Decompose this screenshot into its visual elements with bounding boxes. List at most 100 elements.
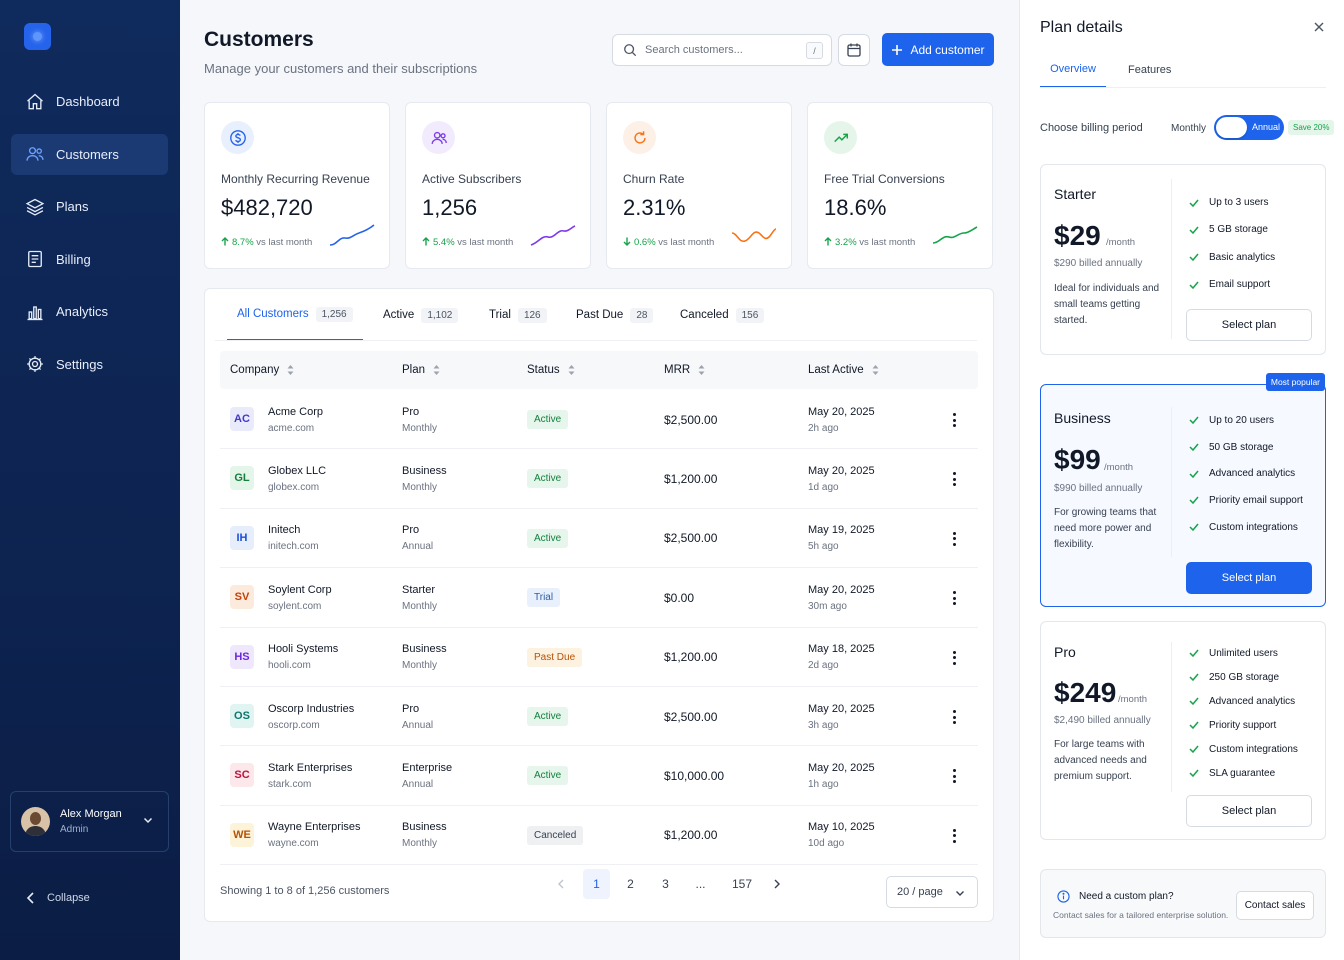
page-size-value: 20 / page — [897, 886, 943, 898]
panel-tabs-divider — [1040, 87, 1326, 88]
select-plan-button[interactable]: Select plan — [1186, 562, 1312, 594]
table-row[interactable]: WE Wayne Enterprises wayne.com Business Mont… — [220, 806, 978, 866]
prev-page-button[interactable] — [553, 869, 569, 899]
tab-canceled[interactable]: Canceled 156 — [680, 289, 765, 341]
close-icon[interactable] — [1313, 21, 1325, 33]
company-cell: Wayne Enterprises wayne.com — [268, 806, 361, 865]
billing-period-toggle[interactable]: Annual — [1214, 115, 1284, 140]
row-actions-menu-icon[interactable] — [947, 768, 961, 784]
table-row[interactable]: SC Stark Enterprises stark.com Enterprise An… — [220, 746, 978, 806]
search-input[interactable] — [645, 44, 795, 56]
plan-cell: Starter Monthly — [402, 568, 437, 627]
status-badge: Past Due — [527, 647, 583, 667]
plus-icon — [892, 44, 903, 55]
company-name[interactable]: Oscorp Industries — [268, 702, 355, 715]
user-menu[interactable]: Alex Morgan Admin — [10, 791, 169, 852]
check-icon — [1189, 745, 1199, 753]
date-filter-button[interactable] — [838, 34, 870, 66]
company-name[interactable]: Hooli Systems — [268, 643, 339, 656]
row-actions-menu-icon[interactable] — [947, 709, 961, 725]
row-actions-menu-icon[interactable] — [947, 650, 961, 666]
company-name[interactable]: Stark Enterprises — [268, 761, 353, 774]
page-title: Customers — [204, 28, 314, 51]
collapse-button[interactable]: Collapse — [25, 891, 90, 905]
table-row[interactable]: HS Hooli Systems hooli.com Business Monthly P… — [220, 628, 978, 687]
mrr-cell: $1,200.00 — [664, 628, 717, 687]
select-plan-button[interactable]: Select plan — [1186, 795, 1312, 827]
page-size-select[interactable]: 20 / page — [886, 876, 978, 908]
calendar-icon — [847, 43, 861, 57]
last-active-ago: 1d ago — [808, 481, 839, 493]
feature-item: 250 GB storage — [1189, 665, 1298, 689]
page-button-2[interactable]: 2 — [627, 877, 634, 891]
select-plan-button[interactable]: Select plan — [1186, 309, 1312, 341]
tab-all-customers[interactable]: All Customers 1,256 — [227, 289, 363, 341]
last-active-date: May 18, 2025 — [808, 643, 875, 656]
company-name[interactable]: Globex LLC — [268, 464, 327, 477]
table-row[interactable]: OS Oscorp Industries oscorp.com Pro Annual Ac… — [220, 687, 978, 747]
tab-overview[interactable]: Overview — [1040, 52, 1106, 88]
annual-label: Annual — [1252, 122, 1281, 132]
company-name[interactable]: Initech — [268, 524, 301, 537]
company-domain: acme.com — [268, 422, 315, 434]
next-page-button[interactable] — [769, 869, 785, 899]
feature-label: Up to 3 users — [1209, 197, 1269, 209]
status-tabs: All Customers 1,256 Active 1,102 Trial 1… — [215, 289, 977, 341]
search-box[interactable]: / — [612, 34, 832, 66]
monthly-label[interactable]: Monthly — [1171, 123, 1207, 134]
table-row[interactable]: SV Soylent Corp soylent.com Starter Monthly T… — [220, 568, 978, 628]
table-row[interactable]: AC Acme Corp acme.com Pro Monthly Active $2,50… — [220, 390, 978, 450]
feature-label: Unlimited users — [1209, 647, 1278, 659]
stat-suffix: vs last month — [658, 237, 715, 248]
tab-features[interactable]: Features — [1128, 64, 1172, 76]
company-initials: AC — [230, 407, 254, 431]
sidebar-item-settings[interactable]: Settings — [11, 344, 168, 385]
company-name[interactable]: Acme Corp — [268, 405, 324, 418]
tab-past-due[interactable]: Past Due 28 — [576, 289, 654, 341]
company-domain: soylent.com — [268, 600, 322, 612]
row-actions-menu-icon[interactable] — [947, 590, 961, 606]
company-initials: IH — [230, 525, 254, 550]
plan-name: Starter — [402, 583, 436, 596]
last-active-ago: 30m ago — [808, 600, 847, 612]
plan-cell: Business Monthly — [402, 628, 447, 687]
chevron-down-icon — [956, 891, 964, 896]
column-mrr[interactable]: MRR — [664, 351, 705, 389]
company-domain: initech.com — [268, 541, 319, 553]
mrr-value: $1,200.00 — [664, 828, 718, 843]
chevron-right-icon — [774, 879, 780, 889]
tab-active[interactable]: Active 1,102 — [383, 289, 459, 341]
column-last-active[interactable]: Last Active — [808, 351, 879, 389]
page-button-1[interactable]: 1 — [583, 869, 610, 899]
page-button-3[interactable]: 3 — [662, 877, 669, 891]
app-logo[interactable] — [24, 23, 51, 50]
column-plan[interactable]: Plan — [402, 351, 440, 389]
plan-name: Pro — [402, 405, 420, 418]
row-actions-menu-icon[interactable] — [947, 531, 961, 547]
sidebar-item-dashboard[interactable]: Dashboard — [11, 81, 168, 122]
plan-name: Pro — [402, 702, 420, 715]
company-name[interactable]: Soylent Corp — [268, 583, 332, 596]
row-actions-menu-icon[interactable] — [947, 471, 961, 487]
plan-name: Pro — [1054, 644, 1076, 660]
contact-sales-button[interactable]: Contact sales — [1236, 891, 1314, 920]
row-actions-menu-icon[interactable] — [947, 828, 961, 844]
page-button-last[interactable]: 157 — [731, 877, 753, 891]
column-company[interactable]: Company — [230, 351, 294, 389]
tab-count: 126 — [517, 307, 547, 323]
add-customer-button[interactable]: Add customer — [882, 33, 994, 66]
tab-trial[interactable]: Trial 126 — [489, 289, 547, 341]
stat-trend: 0.6% vs last month — [623, 237, 714, 248]
company-name[interactable]: Wayne Enterprises — [268, 821, 361, 834]
sidebar-item-analytics[interactable]: Analytics — [11, 291, 168, 332]
sidebar-item-billing[interactable]: Billing — [11, 239, 168, 280]
table-row[interactable]: IH Initech initech.com Pro Annual Active $2,50… — [220, 509, 978, 569]
column-status[interactable]: Status — [527, 351, 575, 389]
sidebar-item-customers[interactable]: Customers — [11, 133, 168, 175]
plan-cell: Business Monthly — [402, 806, 447, 865]
table-row[interactable]: GL Globex LLC globex.com Business Monthly Act… — [220, 449, 978, 509]
sidebar-item-plans[interactable]: Plans — [11, 186, 168, 227]
status-badge: Active — [527, 410, 569, 429]
row-actions-menu-icon[interactable] — [947, 412, 961, 428]
company-initials: GL — [230, 466, 254, 491]
